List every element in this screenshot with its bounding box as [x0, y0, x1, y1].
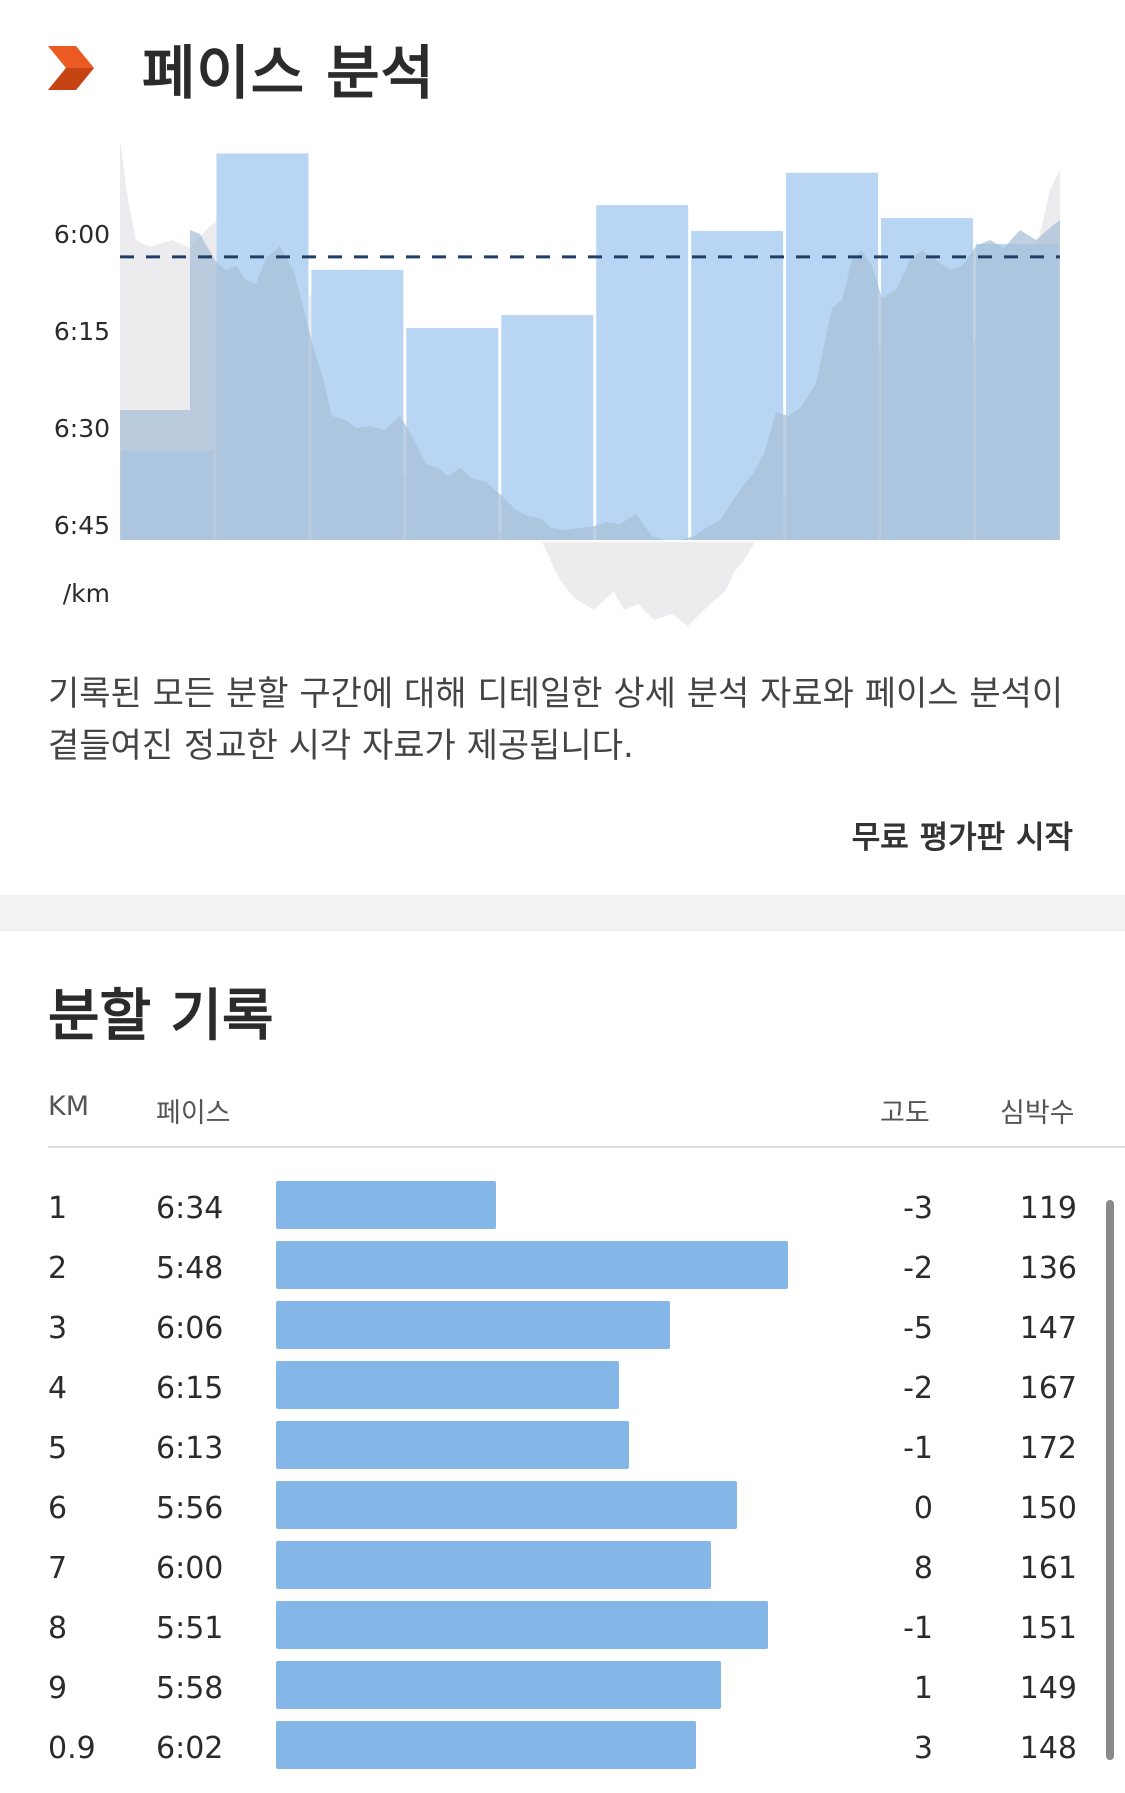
- pace-bar: [501, 315, 594, 540]
- split-pace-bar: [276, 1301, 670, 1349]
- split-elevation: -1: [903, 1431, 933, 1466]
- split-km: 6: [48, 1491, 68, 1526]
- split-km: 7: [48, 1551, 68, 1586]
- split-km: 3: [48, 1311, 68, 1346]
- split-pace: 5:56: [156, 1491, 224, 1526]
- split-pace: 6:15: [156, 1371, 224, 1406]
- pace-analysis-section: 페이스 분석 6:00 6:15 6:30 6:45 /km 기록된 모든 분할…: [0, 0, 1125, 895]
- table-row: 7 6:00 8 161: [0, 1541, 1125, 1601]
- split-pace: 6:34: [156, 1191, 224, 1226]
- orange-chevron-icon: [48, 46, 94, 90]
- split-km: 5: [48, 1431, 68, 1466]
- split-elevation: 1: [913, 1671, 933, 1706]
- split-pace-bar: [276, 1181, 496, 1229]
- pace-bar: [596, 205, 689, 540]
- split-heart-rate: 161: [1019, 1551, 1077, 1586]
- y-tick-label: 6:45: [53, 511, 110, 540]
- header-heart-rate: 심박수: [1000, 1098, 1075, 1129]
- y-tick-label: 6:30: [53, 414, 110, 443]
- split-heart-rate: 119: [1019, 1191, 1077, 1226]
- split-pace: 5:48: [156, 1251, 224, 1286]
- split-pace: 5:51: [156, 1611, 224, 1646]
- header-elevation: 고도: [880, 1098, 930, 1129]
- split-pace-bar: [276, 1421, 629, 1469]
- split-heart-rate: 167: [1019, 1371, 1077, 1406]
- split-elevation: 3: [913, 1731, 933, 1766]
- table-row: 5 6:13 -1 172: [0, 1421, 1125, 1481]
- split-elevation: -5: [903, 1311, 933, 1346]
- split-pace: 6:00: [156, 1551, 224, 1586]
- split-heart-rate: 172: [1019, 1431, 1077, 1466]
- pace-chart-plot: [120, 140, 1060, 626]
- y-tick-label: 6:15: [53, 317, 110, 346]
- splits-title: 분할 기록: [48, 984, 274, 1049]
- split-elevation: 8: [913, 1551, 933, 1586]
- split-pace: 5:58: [156, 1671, 224, 1706]
- split-pace-bar: [276, 1361, 619, 1409]
- header-km: KM: [48, 1091, 90, 1122]
- table-row: 1 6:34 -3 119: [0, 1181, 1125, 1241]
- scrollbar[interactable]: [1106, 1200, 1114, 1760]
- split-elevation: -2: [903, 1251, 933, 1286]
- split-elevation: -3: [903, 1191, 933, 1226]
- table-row: 9 5:58 1 149: [0, 1661, 1125, 1721]
- split-heart-rate: 149: [1019, 1671, 1077, 1706]
- splits-table-header: KM 페이스 고도 심박수: [48, 1091, 1078, 1141]
- table-row: 8 5:51 -1 151: [0, 1601, 1125, 1661]
- split-pace: 6:06: [156, 1311, 224, 1346]
- y-tick-label: 6:00: [53, 220, 110, 249]
- split-heart-rate: 147: [1019, 1311, 1077, 1346]
- table-row: 6 5:56 0 150: [0, 1481, 1125, 1541]
- split-pace: 6:02: [156, 1731, 224, 1766]
- pace-analysis-header: 페이스 분석: [48, 28, 435, 108]
- split-pace-bar: [276, 1481, 737, 1529]
- split-elevation: -1: [903, 1611, 933, 1646]
- header-pace: 페이스: [156, 1098, 231, 1129]
- pace-analysis-description: 기록된 모든 분할 구간에 대해 디테일한 상세 분석 자료와 페이스 분석이 …: [48, 674, 1064, 766]
- split-heart-rate: 151: [1019, 1611, 1077, 1646]
- section-divider: [0, 895, 1125, 931]
- pace-trace-overlay: [120, 220, 1060, 540]
- split-pace-bar: [276, 1601, 768, 1649]
- split-heart-rate: 148: [1019, 1731, 1077, 1766]
- y-tick-label: /km: [62, 579, 110, 608]
- header-divider: [48, 1146, 1125, 1148]
- split-elevation: 0: [913, 1491, 933, 1526]
- split-pace-bar: [276, 1541, 711, 1589]
- start-free-trial-link[interactable]: 무료 평가판 시작: [851, 820, 1073, 856]
- splits-section: 분할 기록 KM 페이스 고도 심박수 1 6:34 -3 119 2 5:48 -2 136…: [0, 931, 1125, 1793]
- table-row: 0.9 6:02 3 148: [0, 1721, 1125, 1781]
- page-title: 페이스 분석: [142, 39, 435, 107]
- split-km: 0.9: [48, 1731, 96, 1766]
- split-km: 9: [48, 1671, 68, 1706]
- pace-chart: 6:00 6:15 6:30 6:45 /km: [40, 130, 1085, 630]
- split-km: 2: [48, 1251, 68, 1286]
- table-row: 3 6:06 -5 147: [0, 1301, 1125, 1361]
- split-km: 4: [48, 1371, 68, 1406]
- table-row: 2 5:48 -2 136: [0, 1241, 1125, 1301]
- split-km: 1: [48, 1191, 68, 1226]
- split-pace-bar: [276, 1661, 721, 1709]
- split-heart-rate: 136: [1019, 1251, 1077, 1286]
- split-pace: 6:13: [156, 1431, 224, 1466]
- split-elevation: -2: [903, 1371, 933, 1406]
- table-row: 4 6:15 -2 167: [0, 1361, 1125, 1421]
- split-pace-bar: [276, 1241, 788, 1289]
- split-km: 8: [48, 1611, 68, 1646]
- split-heart-rate: 150: [1019, 1491, 1077, 1526]
- split-pace-bar: [276, 1721, 696, 1769]
